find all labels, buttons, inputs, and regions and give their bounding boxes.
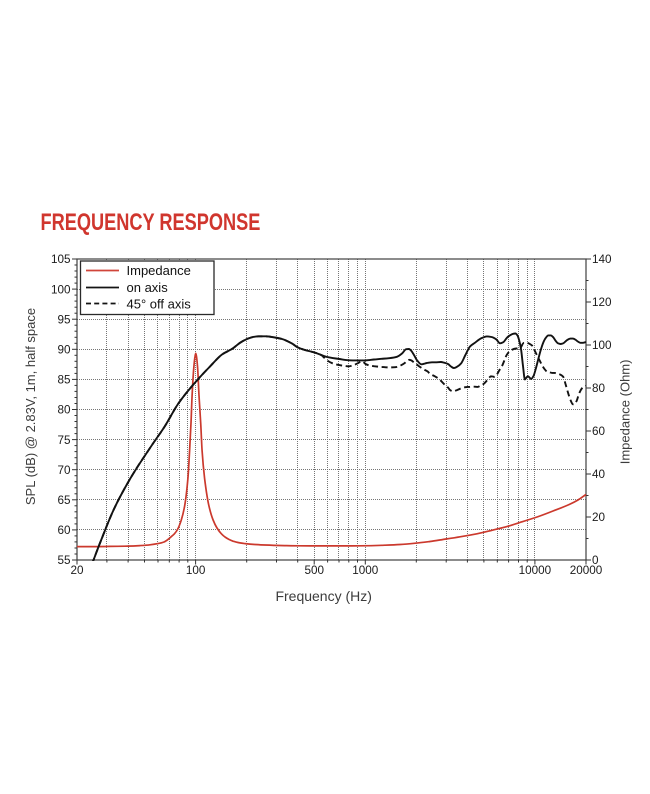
- svg-text:70: 70: [57, 464, 71, 477]
- svg-text:105: 105: [51, 253, 71, 266]
- svg-text:Impedance (Ohm): Impedance (Ohm): [617, 360, 632, 465]
- svg-text:55: 55: [57, 554, 71, 567]
- svg-text:SPL (dB) @ 2.83V, 1m, half spa: SPL (dB) @ 2.83V, 1m, half space: [23, 308, 38, 505]
- svg-text:FREQUENCY RESPONSE: FREQUENCY RESPONSE: [41, 207, 261, 235]
- svg-text:80: 80: [592, 382, 606, 395]
- svg-text:10000: 10000: [519, 564, 552, 577]
- svg-text:65: 65: [57, 494, 71, 507]
- svg-text:90: 90: [57, 344, 71, 357]
- svg-text:0: 0: [592, 554, 599, 567]
- svg-text:20: 20: [70, 564, 84, 577]
- svg-text:40: 40: [592, 468, 606, 481]
- svg-text:60: 60: [592, 425, 606, 438]
- svg-text:on axis: on axis: [127, 280, 169, 295]
- svg-text:75: 75: [57, 434, 71, 447]
- svg-text:100: 100: [592, 339, 612, 352]
- svg-text:85: 85: [57, 374, 71, 387]
- svg-text:80: 80: [57, 404, 71, 417]
- svg-text:95: 95: [57, 313, 71, 326]
- svg-text:100: 100: [51, 283, 71, 296]
- svg-text:100: 100: [186, 564, 206, 577]
- svg-text:Frequency (Hz): Frequency (Hz): [275, 588, 371, 604]
- svg-text:140: 140: [592, 253, 612, 266]
- svg-text:1000: 1000: [352, 564, 379, 577]
- svg-text:45° off axis: 45° off axis: [127, 296, 192, 311]
- svg-text:20000: 20000: [570, 564, 603, 577]
- svg-text:60: 60: [57, 524, 71, 537]
- svg-text:500: 500: [304, 564, 324, 577]
- svg-text:20: 20: [592, 511, 606, 524]
- svg-text:Impedance: Impedance: [127, 263, 191, 278]
- svg-text:120: 120: [592, 296, 612, 309]
